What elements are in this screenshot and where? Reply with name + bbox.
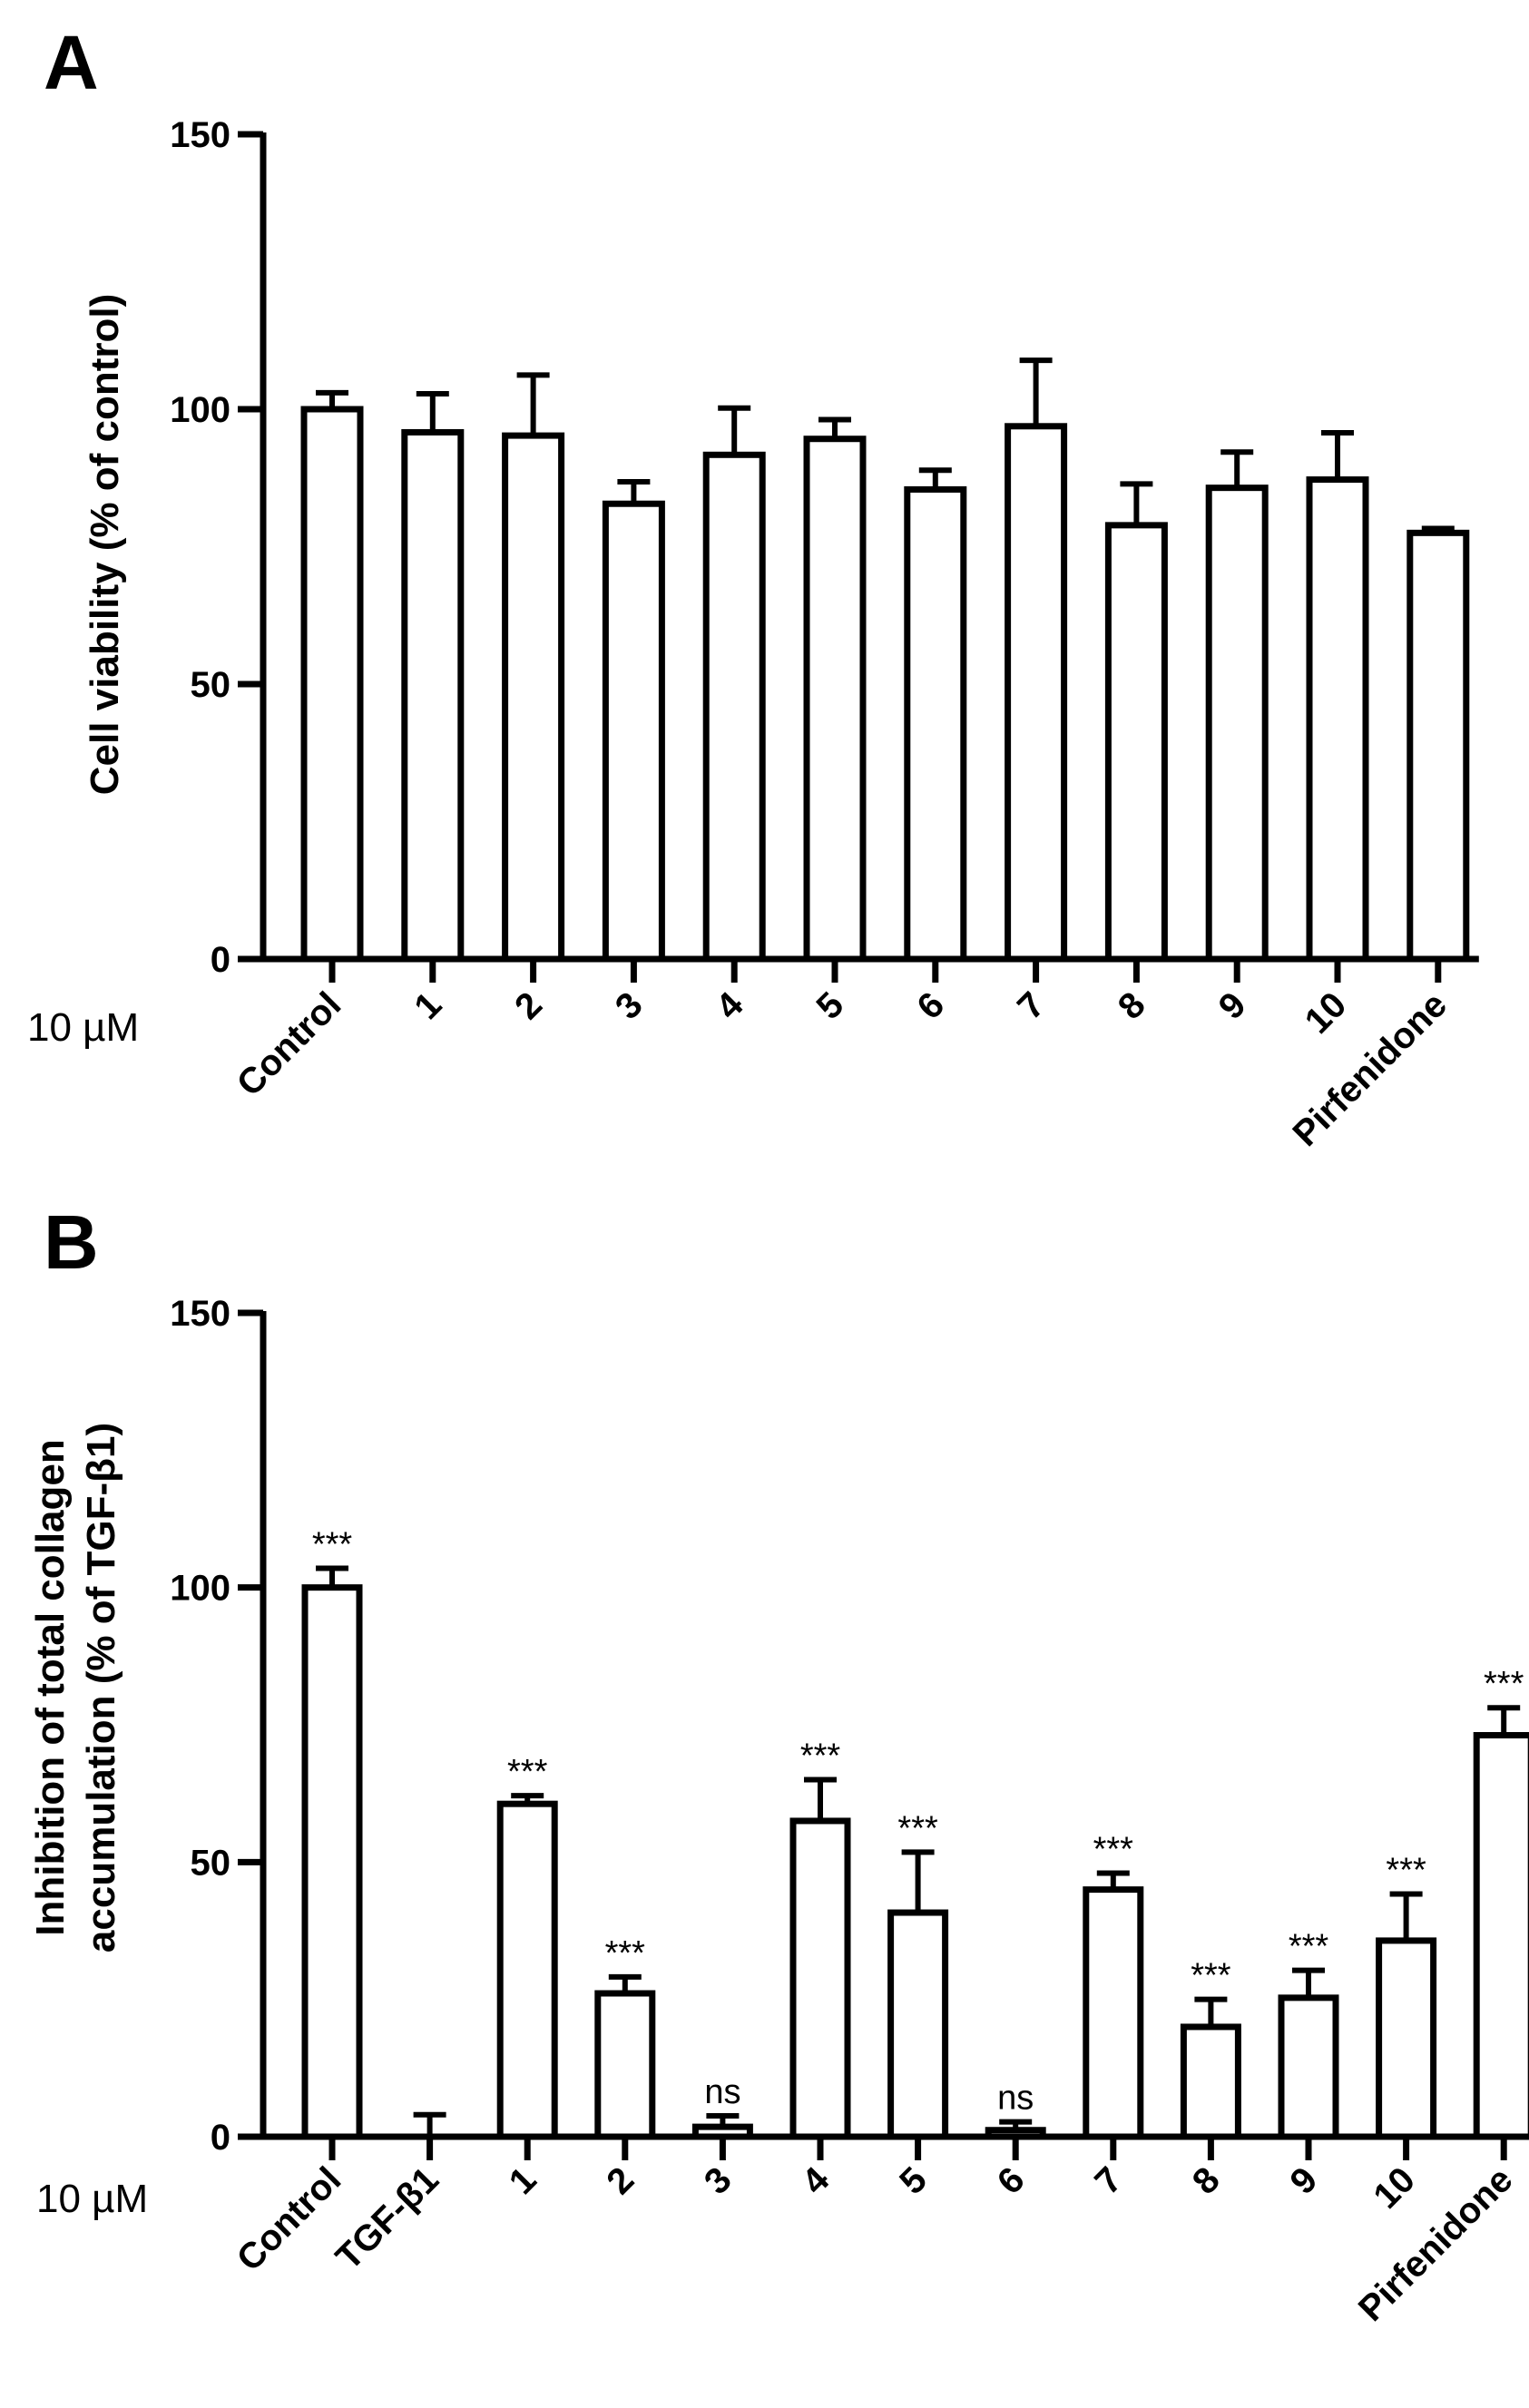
panel-a-bar (502, 432, 565, 963)
panel-a-letter: A (44, 20, 99, 105)
panel-b-significance-label: *** (800, 1737, 841, 1776)
panel-a-y-tick-label: 150 (170, 115, 230, 155)
panel-a-bar (803, 436, 867, 963)
panel-b-significance-label: ns (997, 2080, 1034, 2118)
panel-a-y-axis-title: Cell viability (% of control) (83, 294, 127, 796)
panel-b-bar (789, 1817, 851, 2140)
panel-b-letter: B (44, 1199, 99, 1285)
panel-a-bar (602, 500, 665, 963)
panel-b-significance-label: *** (507, 1753, 548, 1791)
panel-a-concentration-label: 10 µM (27, 1005, 139, 1050)
panel-b-significance-label: *** (1386, 1851, 1426, 1889)
panel-b-y-tick-label: 50 (191, 1843, 231, 1883)
panel-b-significance-label: *** (312, 1525, 353, 1563)
panel-b-significance-label: *** (1289, 1928, 1329, 1966)
panel-b-y-tick-label: 100 (170, 1569, 230, 1609)
panel-b-bar (887, 1909, 949, 2140)
panel-b-bar (1083, 1886, 1144, 2140)
panel-a-bar (1406, 529, 1470, 963)
panel-a-bar (1005, 423, 1068, 963)
panel-a-bar (1306, 476, 1369, 963)
panel-b-bar (1278, 1994, 1339, 2140)
panel-a-bar (300, 406, 364, 963)
panel-b-bar (301, 1584, 363, 2140)
panel-b-y-tick-label: 0 (211, 2118, 230, 2158)
panel-b-bar-chart: B Inhibition of total collagen accumulat… (28, 1199, 1529, 2329)
panel-a-bar (1205, 485, 1269, 963)
panel-b-y-tick-label: 150 (170, 1294, 230, 1334)
panel-b-concentration-label: 10 µM (36, 2177, 148, 2221)
panel-b-y-axis-title-line-1: Inhibition of total collagen (28, 1439, 73, 1936)
panel-a-bar (904, 485, 967, 963)
panel-b-bar (496, 1800, 558, 2140)
panel-b-significance-label: *** (1191, 1957, 1231, 1995)
panel-a-y-tick-label: 100 (170, 390, 230, 430)
panel-b-significance-label: *** (1093, 1830, 1134, 1868)
panel-b-significance-label: *** (897, 1809, 938, 1847)
panel-b-plot-area: 050100150***ControlTGF-β1***1***2ns3***4… (170, 1294, 1529, 2329)
panel-a-y-tick-label: 0 (211, 940, 230, 980)
panel-a-y-tick-label: 50 (191, 665, 231, 705)
panel-a-bar (702, 451, 766, 963)
panel-b-y-axis-title-line-2: accumulation (% of TGF-β1) (79, 1423, 123, 1953)
panel-a-bar (401, 428, 465, 963)
panel-b-bar (1473, 1732, 1529, 2140)
panel-b-bar (1180, 2023, 1241, 2140)
panel-b-significance-label: *** (1484, 1665, 1524, 1703)
panel-a-bar (1104, 522, 1168, 963)
panel-b-bar (594, 1990, 656, 2140)
panel-b-significance-label: *** (605, 1934, 646, 1972)
panel-b-significance-label: ns (704, 2073, 740, 2111)
panel-b-bar (1376, 1937, 1437, 2140)
panel-b-bar (691, 2123, 753, 2140)
panel-b-bar (985, 2127, 1046, 2140)
